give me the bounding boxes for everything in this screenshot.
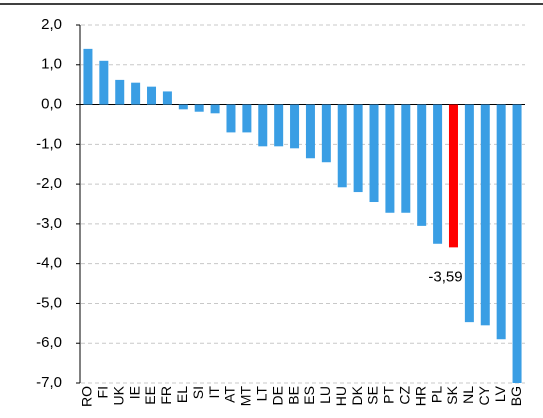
y-tick-label: -3,0 (36, 215, 62, 232)
x-tick-label: UK (110, 385, 126, 405)
bar (448, 104, 458, 248)
x-tick-label: AT (222, 386, 238, 403)
bar (385, 104, 395, 213)
y-tick-label: -6,0 (36, 334, 62, 351)
bar (369, 104, 379, 203)
x-tick-label: LV (492, 385, 508, 402)
value-label: -3,59 (428, 268, 462, 285)
bar (433, 104, 443, 244)
x-tick-label: IE (126, 386, 142, 399)
bar (496, 104, 506, 340)
x-tick-label: SE (365, 386, 381, 405)
x-tick-label: SK (444, 385, 460, 404)
bar (337, 104, 347, 188)
x-tick-label: PT (381, 386, 397, 404)
bar (305, 104, 315, 159)
y-tick-label: 1,0 (41, 56, 62, 73)
y-tick-label: 0,0 (41, 96, 62, 113)
y-tick-label: -2,0 (36, 175, 62, 192)
bar (321, 104, 331, 163)
bar (242, 104, 252, 133)
bar (258, 104, 268, 147)
x-tick-label: EL (174, 386, 190, 403)
bar (162, 91, 172, 105)
bar (417, 104, 427, 226)
x-tick-label: ES (301, 386, 317, 405)
y-tick-label: 2,0 (41, 16, 62, 33)
x-tick-label: EE (142, 386, 158, 405)
bar (99, 60, 109, 105)
bar (210, 104, 220, 114)
bar (131, 82, 141, 105)
x-tick-label: NL (460, 386, 476, 404)
x-tick-label: IT (206, 386, 222, 399)
x-tick-label: DK (349, 385, 365, 405)
x-tick-label: CZ (397, 386, 413, 405)
bar (226, 104, 236, 133)
x-tick-label: HU (333, 386, 349, 406)
bar (147, 86, 157, 105)
x-tick-label: MT (238, 386, 254, 407)
x-tick-label: RO (79, 386, 95, 407)
x-tick-label: BE (285, 386, 301, 405)
bar (464, 104, 474, 323)
x-tick-label: HR (412, 386, 428, 406)
y-tick-label: -4,0 (36, 255, 62, 272)
bar (274, 104, 284, 147)
x-tick-label: BG (508, 386, 524, 406)
x-tick-label: SI (190, 386, 206, 399)
y-tick-label: -7,0 (36, 374, 62, 391)
bar (178, 104, 188, 110)
bar (353, 104, 363, 193)
x-tick-label: FI (95, 386, 111, 398)
x-tick-label: LU (317, 386, 333, 404)
bar (290, 104, 300, 149)
y-tick-label: -1,0 (36, 135, 62, 152)
bar (401, 104, 411, 213)
y-tick-label: -5,0 (36, 294, 62, 311)
x-tick-label: DE (269, 386, 285, 405)
x-tick-label: PL (428, 386, 444, 403)
bar (480, 104, 490, 326)
bar (194, 104, 204, 112)
bar (512, 104, 522, 384)
bar (83, 48, 93, 105)
x-tick-label: FR (158, 386, 174, 405)
bar (115, 79, 125, 105)
x-tick-label: LT (253, 386, 269, 402)
x-tick-label: CY (476, 385, 492, 405)
